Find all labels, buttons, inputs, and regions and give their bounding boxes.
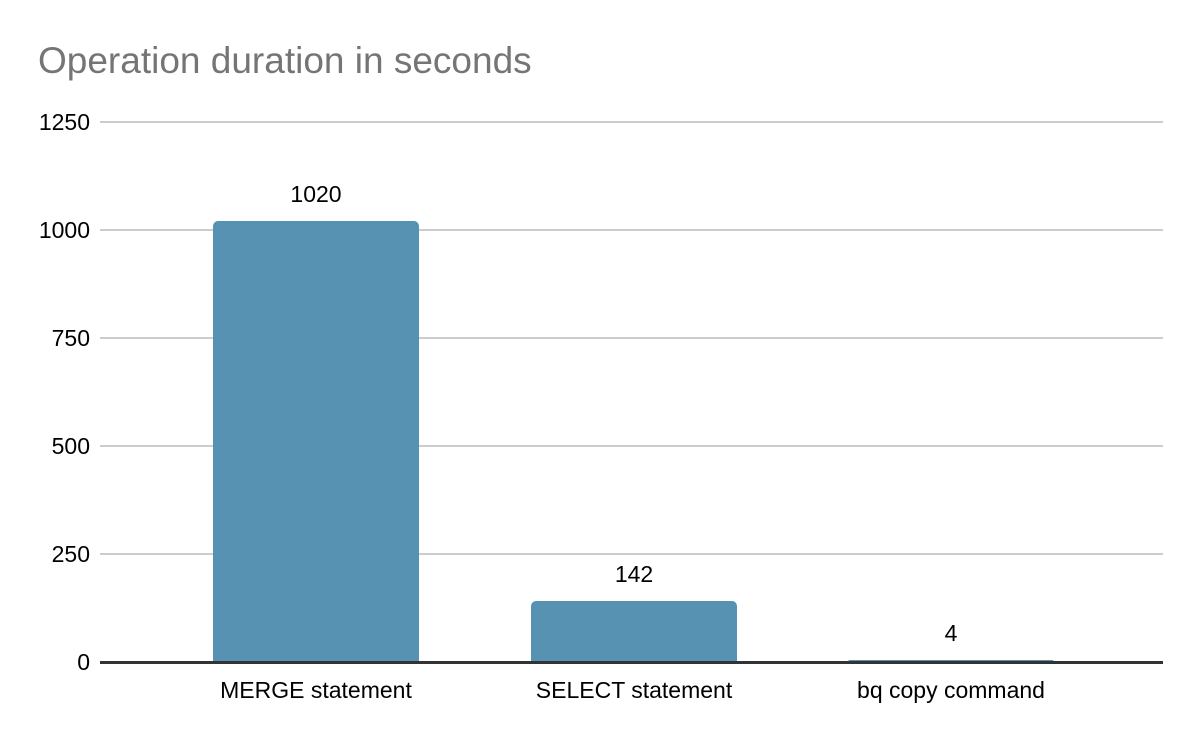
y-tick-label: 250	[51, 541, 90, 567]
gridline	[100, 553, 1163, 555]
gridline	[100, 445, 1163, 447]
bar-value-label: 4	[944, 620, 958, 647]
x-axis-baseline	[100, 661, 1163, 664]
y-tick-label: 500	[51, 433, 90, 459]
bar-select-statement	[531, 601, 737, 662]
bar-value-label: 142	[614, 560, 654, 587]
x-axis-label: MERGE statement	[220, 677, 412, 703]
bar-merge-statement	[213, 221, 419, 662]
plot-area: 1020 142 4	[100, 121, 1163, 664]
x-axis-label: bq copy command	[857, 677, 1045, 703]
gridline	[100, 121, 1163, 123]
bar-value-label: 1020	[290, 181, 342, 208]
x-axis-label: SELECT statement	[535, 677, 733, 703]
y-tick-label: 1250	[38, 109, 90, 135]
chart-title: Operation duration in seconds	[38, 40, 532, 81]
y-tick-label: 1000	[38, 217, 90, 243]
y-tick-label: 750	[51, 325, 90, 351]
y-tick-label: 0	[77, 649, 90, 675]
gridline	[100, 229, 1163, 231]
gridline	[100, 337, 1163, 339]
